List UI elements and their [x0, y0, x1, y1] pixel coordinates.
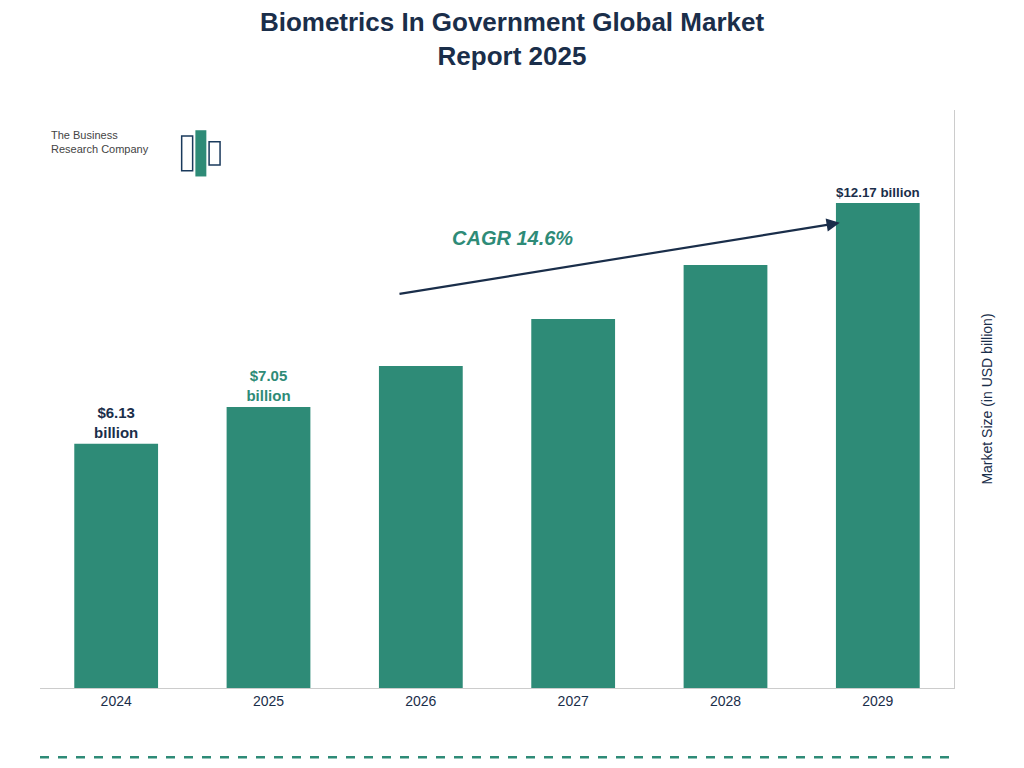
svg-text:2024: 2024: [101, 693, 132, 709]
svg-text:2026: 2026: [405, 693, 436, 709]
svg-text:$6.13billion: $6.13billion: [94, 404, 138, 441]
svg-text:The BusinessResearch Company: The BusinessResearch Company: [51, 129, 149, 155]
svg-text:$7.05billion: $7.05billion: [246, 367, 290, 404]
svg-text:Biometrics In Government Globa: Biometrics In Government Global MarketRe…: [260, 7, 765, 71]
svg-text:2029: 2029: [862, 693, 893, 709]
svg-text:2027: 2027: [558, 693, 589, 709]
svg-text:2025: 2025: [253, 693, 284, 709]
svg-text:CAGR 14.6%: CAGR 14.6%: [452, 227, 573, 249]
svg-text:Market Size (in USD billion): Market Size (in USD billion): [979, 313, 995, 484]
svg-text:2028: 2028: [710, 693, 741, 709]
svg-text:$12.17 billion: $12.17 billion: [836, 185, 920, 200]
